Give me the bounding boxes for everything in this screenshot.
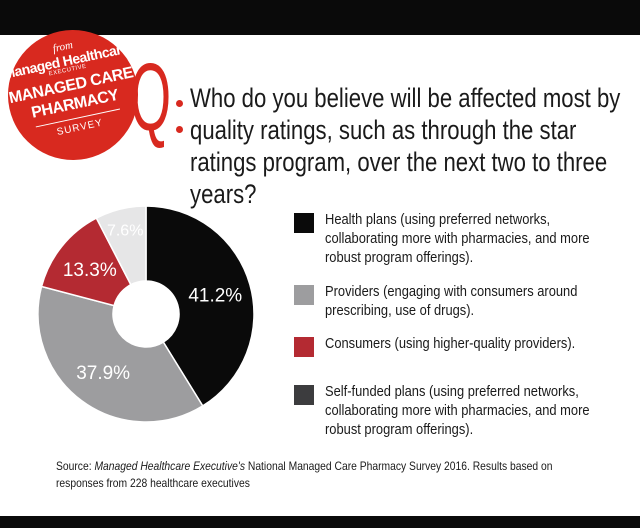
slice-value-label: 41.2% bbox=[188, 285, 242, 306]
bottom-bar bbox=[0, 516, 640, 528]
donut-svg: 41.2% 37.9% 13.3% 7.6% bbox=[37, 205, 255, 423]
legend-swatch bbox=[294, 285, 314, 305]
slice-value-label: 7.6% bbox=[107, 222, 143, 239]
top-bar bbox=[0, 0, 640, 35]
donut-slice bbox=[145, 205, 255, 407]
colon-dot-bottom bbox=[176, 126, 183, 133]
question-letter: Q bbox=[130, 44, 172, 151]
source-prefix: Source: bbox=[56, 459, 95, 473]
source-publication: Managed Healthcare Executive's bbox=[94, 459, 245, 473]
legend-swatch bbox=[294, 213, 314, 233]
donut-slice bbox=[40, 217, 132, 307]
question-text: Who do you believe will be affected most… bbox=[190, 83, 621, 209]
legend-label: Consumers (using higher-quality provider… bbox=[325, 335, 576, 352]
legend-swatch bbox=[294, 337, 314, 357]
question-colon bbox=[176, 82, 184, 142]
colon-dot-top bbox=[176, 100, 183, 107]
legend-label: Health plans (using preferred networks, … bbox=[325, 211, 590, 266]
slice-value-label: 37.9% bbox=[76, 363, 130, 384]
legend-label: Self-funded plans (using preferred netwo… bbox=[325, 383, 590, 438]
donut-slice bbox=[37, 285, 204, 423]
legend-label: Providers (engaging with consumers aroun… bbox=[325, 283, 578, 319]
slice-value-label: 13.3% bbox=[63, 260, 117, 281]
source-note: Source: Managed Healthcare Executive's N… bbox=[56, 458, 589, 492]
survey-badge-logo: from Managed Healthcare EXECUTIVE MANAGE… bbox=[0, 17, 151, 173]
source-rest: National Managed Care Pharmacy Survey 20… bbox=[56, 459, 553, 490]
legend-swatch bbox=[294, 385, 314, 405]
donut-slice bbox=[95, 205, 147, 286]
donut-chart: 41.2% 37.9% 13.3% 7.6% bbox=[34, 205, 274, 435]
